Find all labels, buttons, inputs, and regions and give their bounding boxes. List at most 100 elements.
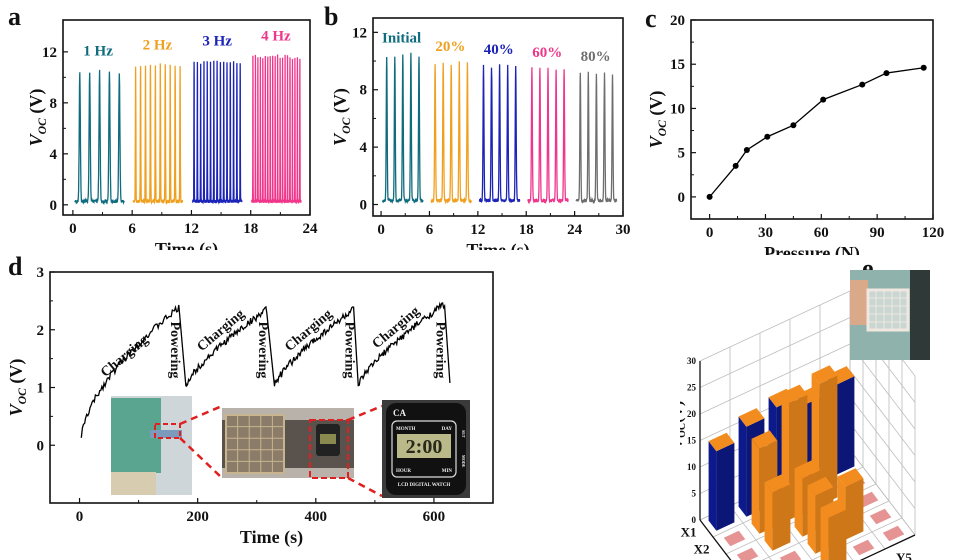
bar-face-top: [837, 468, 864, 487]
bar-face-front: [819, 375, 838, 506]
y-tick-label: 20: [670, 13, 685, 29]
data-point: [920, 64, 927, 71]
watch-label-month: MONTH: [396, 427, 416, 432]
data-point: [764, 133, 771, 140]
photo-sensor-array: [225, 414, 285, 474]
x-tick-label: 12: [184, 221, 199, 237]
wall-grid-line: [699, 290, 851, 362]
series-line-3: [251, 54, 302, 205]
y-axis-label: VOC (V): [6, 359, 29, 417]
series-line: [80, 301, 451, 438]
bar-face-top: [811, 365, 838, 384]
data-point: [820, 96, 827, 103]
zero-cell: [852, 539, 875, 556]
bar-X5-Y3: [820, 499, 847, 560]
z-tick-label: 10: [687, 462, 697, 472]
powering-annotation: Powering: [433, 322, 448, 379]
chart-c: 0 30 60 90 120 0 5 10 15 20 Pressure (N) VOC (V): [646, 13, 945, 255]
bar-X1-Y1: [708, 432, 735, 531]
z-tick-label: 5: [692, 489, 697, 499]
x-axis: [699, 519, 732, 560]
photo-watch-screen: [320, 434, 336, 444]
x-tick-label: 30: [616, 222, 631, 238]
series-line-3: [527, 67, 569, 205]
photo-pants: [111, 472, 156, 495]
series-line-1: [132, 63, 184, 206]
bar-face-front: [828, 509, 847, 560]
panel-label-b: b: [324, 2, 339, 31]
y-tick-label: 5: [678, 146, 686, 162]
bar-face-side: [751, 438, 760, 534]
wall-grid-line: [849, 396, 916, 483]
series-line-1: [430, 61, 473, 205]
y-tick-label: 8: [360, 83, 368, 99]
inset-photo-device: [850, 270, 930, 360]
x-tick-label: 30: [758, 225, 773, 241]
y-axis-label: VOC (V): [646, 91, 669, 149]
series-label-1: 2 Hz: [143, 37, 173, 53]
series-line-0: [74, 69, 125, 206]
x-category-label: X2: [694, 542, 710, 557]
x-tick-label: 60: [814, 225, 829, 241]
bar-face-front: [845, 478, 864, 540]
wall-grid-line: [699, 343, 851, 415]
bar-face-front: [772, 484, 791, 551]
y-tick-label: 12: [352, 25, 367, 41]
photo-arm: [150, 430, 182, 438]
panel-label-c: c: [645, 4, 657, 33]
series-label-0: Initial: [382, 30, 421, 46]
zoom-box-2: [309, 419, 349, 479]
bar-face-top: [708, 432, 735, 452]
panel-label-a: a: [8, 2, 21, 31]
zoom-line: [347, 476, 383, 498]
series-label-3: 60%: [532, 45, 562, 61]
bar-X3-Y2: [764, 473, 791, 551]
series-line-2: [191, 60, 243, 205]
z-tick-label: 20: [687, 409, 697, 419]
wall-grid-line: [699, 317, 851, 388]
y-tick-label: 10: [670, 101, 685, 117]
wall-grid-line: [849, 449, 916, 536]
series-label-0: 1 Hz: [83, 44, 113, 60]
watch-brand: CA: [393, 408, 406, 418]
x-tick-label: 200: [186, 509, 209, 525]
watch-label-min: MIN: [442, 469, 453, 474]
bar-face-top: [781, 384, 808, 404]
watch-lcd: [397, 434, 451, 458]
zero-cell: [779, 550, 802, 560]
x-tick-label: 0: [706, 225, 714, 241]
plot-frame: [62, 19, 311, 216]
y-tick-label: 4: [50, 147, 58, 163]
x-tick-label: 120: [922, 225, 945, 241]
z-tick-label: 25: [687, 383, 697, 393]
y-tick-label: 2: [37, 323, 45, 339]
z-tick-label: 30: [687, 356, 697, 366]
x-category-label: X3: [707, 559, 723, 560]
z-tick-label: 15: [687, 436, 697, 446]
chart-a: 0 6 12 18 24 0 4 8 12 Time (s) VOC (V) 1 Hz 2 Hz 3 Hz…: [26, 19, 319, 250]
zoom-line: [347, 404, 383, 422]
zero-cell: [882, 525, 905, 542]
bar-face-top: [794, 459, 821, 479]
x-tick-label: 0: [76, 509, 84, 525]
watch-label-set: SET: [461, 430, 466, 438]
y-tick-label: 0: [50, 198, 58, 214]
inset-photo-arm: [222, 408, 354, 479]
chart-e: 051015202530VOC(V)X1X2X3X4X5Y1Y2Y3Y4Y5: [680, 270, 930, 560]
x-tick-label: 24: [303, 221, 319, 237]
y-tick-label: 3: [37, 265, 45, 281]
series-label-2: 40%: [484, 42, 514, 58]
z-axis-label: VOC(V): [680, 401, 688, 449]
series-label-3: 4 Hz: [261, 28, 291, 44]
photo-finger: [850, 280, 868, 325]
zero-cell: [869, 508, 892, 525]
y-axis-label: VOC (V): [26, 89, 49, 147]
data-point: [732, 162, 739, 169]
x-tick-label: 600: [423, 509, 446, 525]
z-tick-label: 0: [692, 515, 697, 525]
powering-annotation: Powering: [255, 322, 270, 379]
data-point: [859, 81, 866, 88]
watch-caption: LCD DIGITAL WATCH: [398, 483, 451, 488]
powering-annotation: Powering: [342, 322, 357, 379]
bar-face-side: [708, 441, 717, 531]
